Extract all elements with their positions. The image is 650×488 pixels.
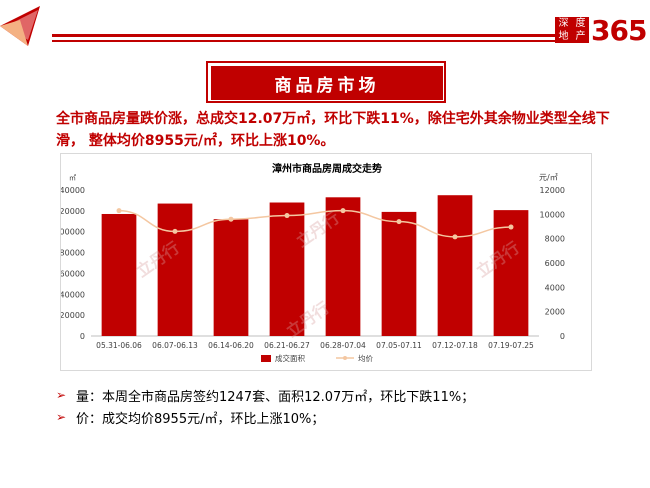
point-avg-price (452, 234, 458, 240)
brand-char: 度 (575, 18, 586, 29)
chart-container: 漳州市商品房周成交走势㎡元/㎡0200004000060000800001000… (60, 153, 592, 371)
headline-summary: 全市商品房量跌价涨，总成交12.07万㎡，环比下跌11%，除住宅外其余物业类型全… (56, 111, 610, 149)
y-right-unit: 元/㎡ (539, 173, 558, 182)
bar-transaction-area (101, 213, 137, 336)
point-avg-price (228, 216, 234, 222)
y-right-tick-label: 10000 (540, 210, 565, 219)
brand-char: 深 (558, 18, 569, 29)
point-avg-price (116, 208, 122, 214)
legend-label-price: 均价 (358, 353, 373, 363)
y-left-tick-label: 140000 (61, 186, 85, 195)
bar-transaction-area (325, 197, 361, 336)
weekly-transaction-chart: 漳州市商品房周成交走势㎡元/㎡0200004000060000800001000… (61, 162, 565, 363)
y-left-tick-label: 40000 (61, 290, 85, 299)
x-tick-label: 06.21-06.27 (264, 341, 310, 350)
x-tick-label: 06.07-06.13 (152, 341, 198, 350)
brand-char: 地 (558, 31, 569, 42)
brand-logo: 深 度 地 产 365 (555, 13, 647, 47)
point-avg-price (508, 224, 514, 230)
point-avg-price (172, 228, 178, 234)
bar-transaction-area (157, 203, 193, 336)
brand-char: 产 (575, 31, 586, 42)
chart-title: 漳州市商品房周成交走势 (272, 162, 382, 175)
line-avg-price (118, 209, 512, 238)
x-tick-label: 05.31-06.06 (96, 341, 142, 350)
brand-flag-logo (0, 6, 40, 46)
brand-logo-chars: 深 度 地 产 (555, 17, 589, 43)
bullet-list: ➢ 量：本周全市商品房签约1247套、面积12.07万㎡，环比下跌11%； ➢ … (56, 384, 616, 428)
bullet-text: 价：成交均价8955元/㎡，环比上涨10%； (76, 411, 325, 427)
x-tick-label: 07.19-07.25 (488, 341, 534, 350)
bullet-item: ➢ 量：本周全市商品房签约1247套、面积12.07万㎡，环比下跌11%； (56, 384, 616, 406)
y-right-tick-label: 0 (560, 332, 565, 341)
arrow-bullet-icon: ➢ (56, 388, 67, 402)
bar-transaction-area (269, 202, 305, 336)
y-right-tick-label: 12000 (540, 186, 565, 195)
bullet-text: 量：本周全市商品房签约1247套、面积12.07万㎡，环比下跌11%； (76, 389, 475, 405)
y-left-tick-label: 20000 (61, 311, 85, 320)
y-left-unit: ㎡ (69, 174, 76, 182)
legend-label-area: 成交面积 (275, 353, 305, 363)
header-rule-bottom (52, 40, 560, 42)
y-left-tick-label: 60000 (61, 269, 85, 278)
legend-swatch-area (261, 355, 271, 362)
bar-transaction-area (213, 219, 249, 336)
y-right-tick-label: 2000 (545, 308, 565, 317)
x-tick-label: 07.05-07.11 (376, 341, 422, 350)
header-rule-top (52, 34, 560, 37)
point-avg-price (340, 208, 346, 214)
bar-transaction-area (381, 211, 417, 336)
x-tick-label: 06.28-07.04 (320, 341, 366, 350)
bullet-item: ➢ 价：成交均价8955元/㎡，环比上涨10%； (56, 406, 616, 428)
section-banner-outline (206, 61, 446, 103)
x-tick-label: 06.14-06.20 (208, 341, 254, 350)
x-tick-label: 07.12-07.18 (432, 341, 478, 350)
arrow-bullet-icon: ➢ (56, 410, 67, 424)
y-left-tick-label: 0 (80, 332, 85, 341)
y-left-tick-label: 80000 (61, 249, 85, 258)
y-left-tick-label: 100000 (61, 228, 85, 237)
y-right-tick-label: 6000 (545, 259, 565, 268)
bar-transaction-area (493, 210, 529, 336)
brand-number: 365 (591, 13, 647, 47)
section-title: 商品房市场 (211, 66, 443, 100)
point-avg-price (284, 213, 290, 219)
legend-swatch-price-dot (343, 356, 347, 360)
bar-transaction-area (437, 195, 473, 336)
y-right-tick-label: 4000 (545, 283, 565, 292)
point-avg-price (396, 219, 402, 225)
y-right-tick-label: 8000 (545, 235, 565, 244)
